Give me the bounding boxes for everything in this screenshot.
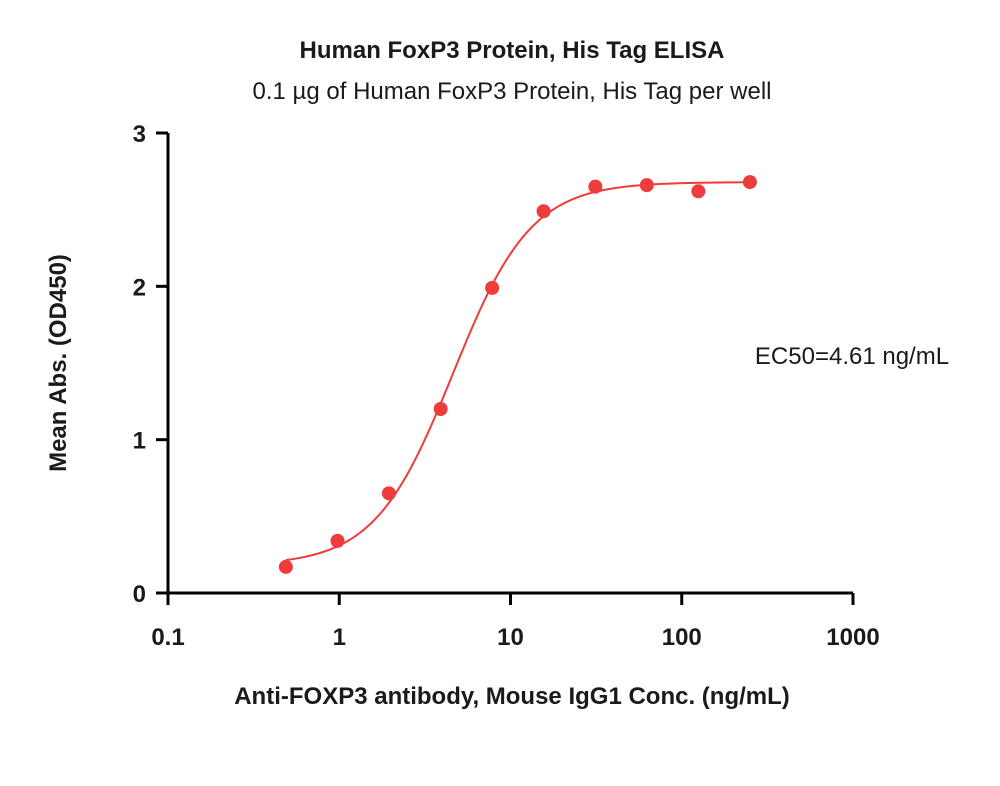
data-point xyxy=(485,280,500,295)
x-tick-label: 100 xyxy=(662,624,702,651)
x-tick-label: 0.1 xyxy=(151,624,184,651)
data-point xyxy=(381,486,396,501)
data-point xyxy=(536,204,551,219)
ec50-annotation: EC50=4.61 ng/mL xyxy=(755,343,949,370)
tick-label-group: 0.1 1 10 100 1000 0 1 2 3 xyxy=(133,121,880,651)
data-point xyxy=(278,559,293,574)
x-axis-label: Anti-FOXP3 antibody, Mouse IgG1 Conc. (n… xyxy=(234,683,790,710)
data-point xyxy=(330,533,345,548)
y-tick-label: 3 xyxy=(133,121,146,148)
axes xyxy=(166,133,853,595)
x-tick-label: 1 xyxy=(333,624,346,651)
y-tick-label: 1 xyxy=(133,428,146,455)
y-tick-label: 0 xyxy=(133,581,146,608)
data-point xyxy=(433,402,448,416)
data-point xyxy=(742,175,757,190)
fit-curve-group xyxy=(285,181,750,562)
chart-subtitle: 0.1 µg of Human FoxP3 Protein, His Tag p… xyxy=(253,78,772,105)
data-point xyxy=(691,184,706,199)
y-tick-label: 2 xyxy=(133,274,146,301)
tick-group xyxy=(156,131,855,605)
x-tick-label: 1000 xyxy=(826,624,879,651)
fit-curve xyxy=(285,181,750,562)
data-point xyxy=(588,179,603,194)
chart-title: Human FoxP3 Protein, His Tag ELISA xyxy=(300,37,725,64)
x-tick-label: 10 xyxy=(497,624,524,651)
data-points xyxy=(278,175,757,574)
y-axis-label: Mean Abs. (OD450) xyxy=(45,254,72,472)
data-point xyxy=(639,178,654,193)
